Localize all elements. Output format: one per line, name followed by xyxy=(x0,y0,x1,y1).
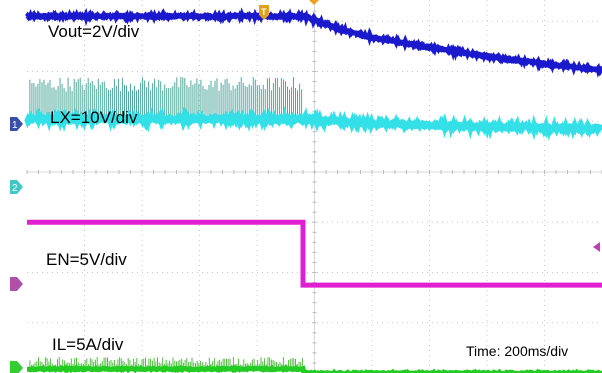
en-label: EN=5V/div xyxy=(46,250,127,269)
lx-label: LX=10V/div xyxy=(50,108,138,127)
channel-4-marker xyxy=(10,361,23,373)
en-trace xyxy=(27,219,602,288)
trigger-marker xyxy=(259,5,269,20)
lx-trace xyxy=(24,105,602,142)
vout-trace xyxy=(25,7,602,78)
vout-label: Vout=2V/div xyxy=(48,22,140,41)
channel-3-marker xyxy=(10,277,23,291)
channel-1-marker-label: 1 xyxy=(12,120,18,131)
trigger-position-marker xyxy=(309,0,319,5)
channel-markers: 1 2 T xyxy=(10,0,600,373)
channel-1-marker xyxy=(10,117,23,131)
channel-2-marker xyxy=(10,180,23,194)
trigger-marker-label: T xyxy=(261,7,267,17)
time-scale-label: Time: 200ms/div xyxy=(466,343,568,359)
trigger-level-marker xyxy=(593,242,600,252)
traces xyxy=(24,7,602,373)
il-label: IL=5A/div xyxy=(52,335,124,354)
channel-2-marker-label: 2 xyxy=(12,183,18,194)
